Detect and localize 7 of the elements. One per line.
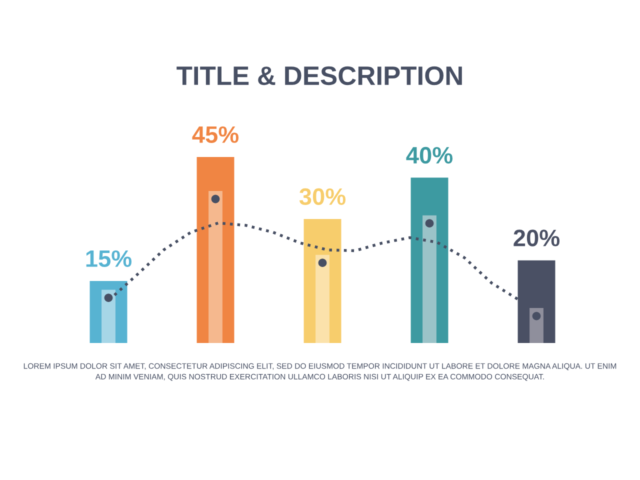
data-label: 45% — [192, 126, 239, 143]
bar — [316, 254, 330, 343]
data-label: 30% — [299, 188, 346, 206]
data-label: 15% — [86, 250, 132, 268]
data-label: 20% — [514, 230, 560, 246]
chart-title: TITLE & DESCRIPTION — [176, 66, 462, 86]
data-label: 40% — [406, 146, 453, 164]
